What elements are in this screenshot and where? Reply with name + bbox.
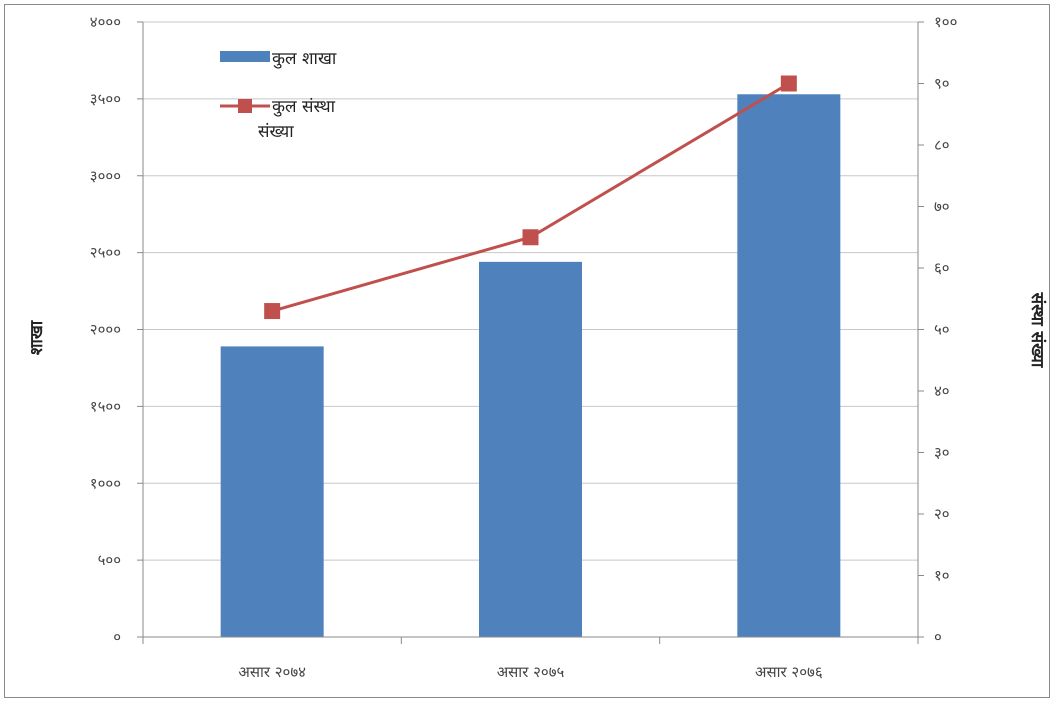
- x-axis-labels: असार २०७४ असार २०७५ असार २०७६: [238, 663, 822, 681]
- bar-series: [220, 94, 841, 637]
- right-tick-label: ९०: [934, 75, 950, 93]
- bar: [220, 346, 324, 637]
- right-tick-label: ६०: [934, 259, 950, 277]
- right-tick-label: ५०: [934, 321, 950, 339]
- left-tick-label: २०००: [90, 321, 121, 339]
- right-tick-label: २०: [934, 505, 950, 523]
- legend: कुल शाखा कुल संस्था संख्या: [220, 49, 337, 142]
- right-tick-label: ०: [934, 628, 942, 646]
- y-axis-title: शाखा: [27, 320, 47, 355]
- x-tick-label: असार २०७६: [755, 663, 823, 681]
- right-tick-label: ७०: [934, 198, 950, 216]
- left-tick-label: २५००: [90, 244, 121, 262]
- legend-swatch-marker: [238, 99, 252, 113]
- line-series: [264, 75, 797, 320]
- legend-label-bar: कुल शाखा: [272, 49, 337, 69]
- line-marker: [522, 229, 539, 246]
- x-tick-label: असार २०७४: [238, 663, 306, 681]
- right-tick-label: ३०: [934, 444, 950, 462]
- left-tick-label: ५००: [98, 551, 121, 569]
- line-marker: [780, 75, 797, 92]
- right-tick-label: १०: [934, 567, 950, 585]
- bar: [737, 94, 841, 637]
- left-tick-label: १०००: [90, 474, 121, 492]
- right-tick-label: ८०: [934, 136, 950, 154]
- left-tick-label: ४०००: [90, 13, 121, 31]
- line-marker: [264, 303, 281, 320]
- legend-label-line: कुल संस्था संख्या: [258, 97, 336, 142]
- left-tick-label: ०: [113, 628, 121, 646]
- left-tick-label: ३०००: [90, 167, 121, 185]
- right-tick-label: ४०: [934, 382, 950, 400]
- legend-swatch-bar: [220, 51, 270, 62]
- left-tick-label: १५००: [90, 397, 121, 415]
- x-tick-label: असार २०७५: [497, 663, 565, 681]
- right-axis-ticks: ० १० २० ३० ४० ५० ६० ७० ८० ९० १००: [918, 13, 957, 646]
- bar: [479, 261, 582, 637]
- right-tick-label: १००: [934, 13, 957, 31]
- left-axis-ticks: ० ५०० १००० १५०० २००० २५०० ३००० ३५०० ४०००: [90, 13, 143, 646]
- left-tick-label: ३५००: [90, 90, 121, 108]
- y2-axis-title: संस्था संख्या: [1027, 292, 1047, 368]
